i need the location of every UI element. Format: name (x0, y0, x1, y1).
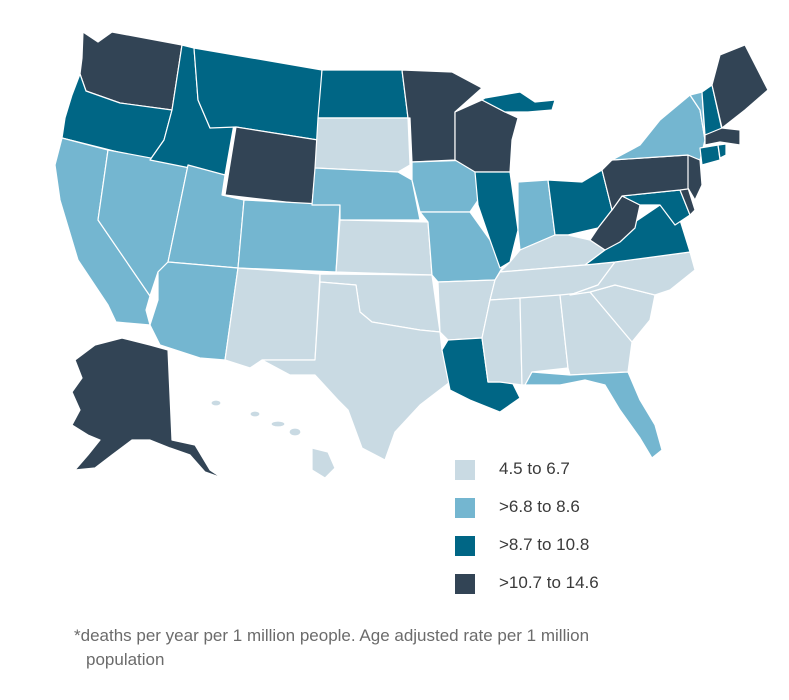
state-hawaii[interactable] (210, 399, 336, 479)
state-maine[interactable] (711, 44, 769, 129)
us-choropleth-map (54, 31, 769, 479)
state-nebraska[interactable] (311, 167, 421, 221)
state-wyoming[interactable] (224, 126, 319, 206)
state-connecticut[interactable] (699, 144, 721, 166)
state-illinois[interactable] (474, 171, 519, 269)
state-rhode-island[interactable] (717, 143, 727, 159)
legend-label: >8.7 to 10.8 (499, 535, 590, 554)
legend-item: >8.7 to 10.8 (455, 534, 675, 558)
state-north-carolina[interactable] (569, 251, 696, 296)
state-montana[interactable] (193, 47, 323, 141)
footnote-line-2: population (86, 650, 165, 669)
state-florida[interactable] (524, 371, 663, 459)
state-new-york[interactable] (611, 94, 706, 161)
state-kansas[interactable] (335, 219, 433, 276)
legend-label: >10.7 to 14.6 (499, 573, 599, 592)
legend: 4.5 to 6.7 >6.8 to 8.6 >8.7 to 10.8 >10.… (455, 458, 675, 610)
legend-item: 4.5 to 6.7 (455, 458, 675, 482)
state-colorado[interactable] (237, 199, 341, 273)
legend-item: >6.8 to 8.6 (455, 496, 675, 520)
state-arizona[interactable] (149, 261, 239, 361)
footnote-line-1: *deaths per year per 1 million people. A… (74, 626, 590, 645)
state-north-dakota[interactable] (317, 69, 409, 119)
state-mississippi[interactable] (481, 297, 523, 386)
legend-swatch (455, 460, 475, 480)
state-alaska[interactable] (71, 337, 223, 479)
legend-swatch (455, 498, 475, 518)
state-alabama[interactable] (519, 294, 569, 386)
state-south-dakota[interactable] (314, 117, 411, 173)
state-massachusetts[interactable] (704, 127, 741, 146)
legend-swatch (455, 574, 475, 594)
state-texas[interactable] (261, 281, 451, 461)
state-michigan[interactable] (481, 91, 556, 113)
state-new-mexico[interactable] (224, 267, 321, 369)
legend-swatch (455, 536, 475, 556)
legend-label: >6.8 to 8.6 (499, 497, 580, 516)
legend-label: 4.5 to 6.7 (499, 459, 570, 478)
legend-item: >10.7 to 14.6 (455, 572, 675, 596)
footnote: *deaths per year per 1 million people. A… (74, 624, 754, 672)
